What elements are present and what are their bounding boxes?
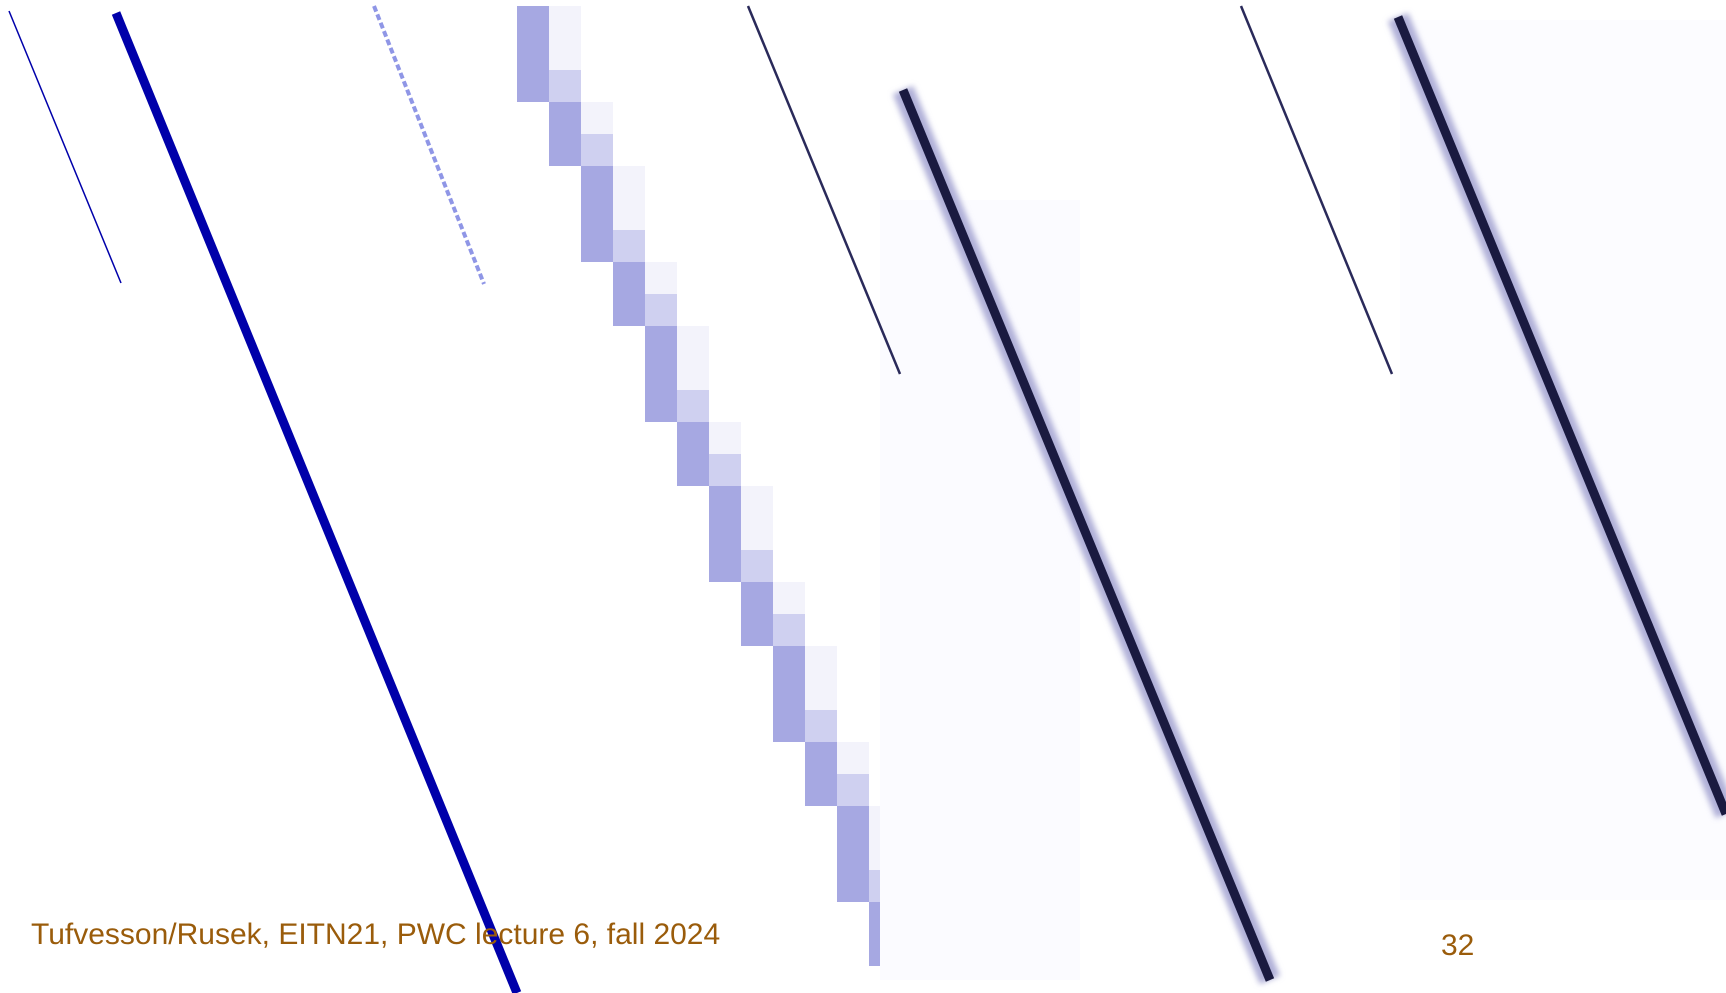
- pixel: [549, 102, 581, 134]
- page-number: 32: [1441, 929, 1474, 963]
- thick-line: [116, 13, 517, 993]
- pixel: [773, 710, 805, 742]
- pixel: [517, 38, 549, 70]
- pixel: [645, 358, 677, 390]
- pixel: [805, 678, 837, 710]
- antialiased-line: [1241, 6, 1392, 374]
- pixel: [709, 518, 741, 550]
- pixel: [613, 294, 645, 326]
- pixel: [677, 358, 709, 390]
- pixel: [549, 134, 581, 166]
- pixel: [677, 422, 709, 454]
- pixel: [773, 582, 805, 614]
- pixel-staircase: [517, 6, 933, 966]
- slide: {"footer": {"text": "Tufvesson/Rusek, EI…: [0, 0, 1726, 993]
- pixel: [581, 102, 613, 134]
- pixel: [741, 582, 773, 614]
- pixel: [805, 742, 837, 774]
- pixel: [741, 486, 773, 518]
- pixel: [837, 838, 869, 870]
- pixel: [549, 38, 581, 70]
- pixel: [805, 646, 837, 678]
- pixel: [581, 134, 613, 166]
- pixel: [549, 70, 581, 102]
- blur-background: [880, 200, 1080, 980]
- pixel: [773, 646, 805, 678]
- pixel: [837, 742, 869, 774]
- pixel: [805, 710, 837, 742]
- footer-text: Tufvesson/Rusek, EITN21, PWC lecture 6, …: [31, 918, 720, 952]
- thin-line: [9, 11, 121, 283]
- pixel: [581, 230, 613, 262]
- pixel: [613, 166, 645, 198]
- pixel: [613, 262, 645, 294]
- pixel: [645, 390, 677, 422]
- pixel: [645, 262, 677, 294]
- pixel: [709, 454, 741, 486]
- pixel: [709, 550, 741, 582]
- pixel: [805, 774, 837, 806]
- pixel: [709, 486, 741, 518]
- antialiased-line: [748, 6, 900, 374]
- pixel: [837, 870, 869, 902]
- pixel: [517, 6, 549, 38]
- pixel: [741, 518, 773, 550]
- pixel: [837, 774, 869, 806]
- pixel: [741, 550, 773, 582]
- pixel: [837, 806, 869, 838]
- pixel: [645, 326, 677, 358]
- pixel: [549, 6, 581, 38]
- aliased-line: [374, 6, 484, 284]
- pixel: [773, 678, 805, 710]
- pixel: [677, 454, 709, 486]
- pixel: [517, 70, 549, 102]
- line-rendering-illustration: [0, 0, 1726, 993]
- pixel: [581, 166, 613, 198]
- pixel: [677, 326, 709, 358]
- pixel: [613, 230, 645, 262]
- pixel: [709, 422, 741, 454]
- pixel: [581, 198, 613, 230]
- pixel: [613, 198, 645, 230]
- pixel: [645, 294, 677, 326]
- pixel: [677, 390, 709, 422]
- pixel: [741, 614, 773, 646]
- pixel: [773, 614, 805, 646]
